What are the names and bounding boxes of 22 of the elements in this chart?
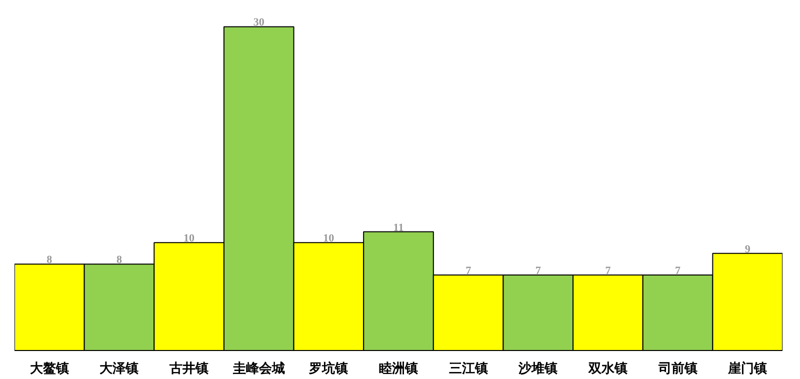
x-tick-label: 双水镇 — [587, 362, 628, 376]
data-label: 11 — [393, 222, 404, 234]
data-label: 8 — [116, 254, 122, 266]
data-label: 30 — [253, 16, 265, 29]
x-tick-label: 睦洲镇 — [379, 362, 418, 376]
data-label: 7 — [605, 264, 612, 277]
data-label: 10 — [323, 232, 335, 245]
data-label: 7 — [535, 264, 542, 277]
x-tick-label: 古井镇 — [168, 362, 209, 376]
x-tick-label: 沙堆镇 — [518, 362, 558, 376]
data-label: 10 — [184, 232, 196, 245]
data-label: 8 — [46, 254, 53, 266]
x-tick-label: 三江镇 — [448, 362, 488, 376]
data-label: 9 — [744, 243, 751, 256]
x-tick-label: 圭峰会城 — [232, 360, 285, 376]
data-label: 7 — [675, 264, 682, 277]
x-tick-label: 司前镇 — [657, 362, 698, 376]
x-tick-label: 大泽镇 — [100, 362, 139, 376]
x-tick-label: 崖门镇 — [727, 360, 768, 376]
x-tick-label: 大鳌镇 — [30, 362, 69, 376]
data-label: 7 — [466, 264, 472, 277]
x-tick-label: 罗坑镇 — [308, 360, 348, 376]
